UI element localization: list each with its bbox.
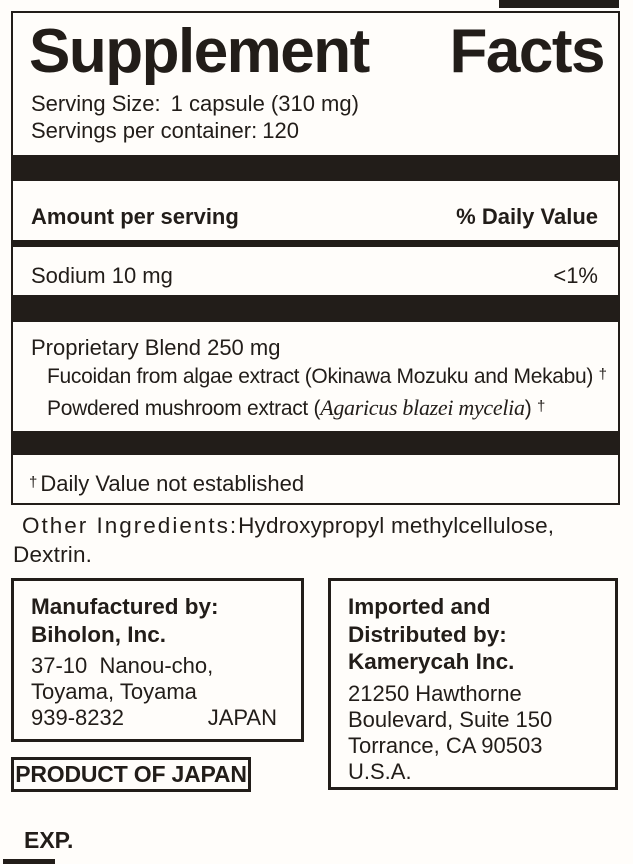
other-ingredients-label: Other Ingredients: — [22, 513, 239, 538]
importer-address-line: 21250 Hawthorne — [348, 680, 522, 706]
bottom-edge-bar-fragment — [3, 859, 55, 864]
serving-info: Serving Size: 1 capsule (310 mg) Servings… — [31, 90, 618, 144]
blend-item-mushroom-species: Agaricus blazei mycelia — [320, 395, 525, 420]
serving-size-value: 1 capsule (310 mg) — [170, 91, 359, 116]
manufacturer-box: Manufactured by: Biholon, Inc. 37-10 Nan… — [11, 578, 304, 742]
manufacturer-postal-line: 939-8232 JAPAN — [31, 705, 289, 731]
supplement-facts-panel: Supplement Facts Serving Size: 1 capsule … — [11, 11, 620, 505]
blend-item-mushroom-prefix: Powdered mushroom extract ( — [47, 397, 321, 420]
blend-item-fucoidan-text: Fucoidan from algae extract (Okinawa Moz… — [47, 365, 594, 388]
manufacturer-address-line: 37-10 Nanou-cho, — [31, 653, 214, 678]
separator-bar-thin — [13, 240, 618, 247]
column-header-row: Amount per serving % Daily Value — [13, 181, 618, 240]
serving-size-label: Serving Size: — [31, 91, 161, 116]
importer-address-line: Torrance, CA 90503 — [348, 732, 543, 758]
manufacturer-country: JAPAN — [207, 705, 277, 730]
importer-box: Imported and Distributed by: Kamerycah I… — [328, 578, 618, 790]
dagger-mark: † — [29, 474, 38, 491]
dagger-mark: † — [536, 398, 545, 415]
other-ingredients-value: Hydroxypropyl methylcellulose, Dextrin. — [13, 513, 555, 567]
manufacturer-name: Biholon, Inc. — [31, 621, 166, 647]
separator-bar-thick-3 — [13, 431, 618, 455]
expiration-label: EXP. — [24, 827, 74, 853]
panel-title: Supplement Facts — [13, 13, 618, 85]
footnote-text: Daily Value not established — [40, 471, 305, 496]
blend-item-fucoidan: Fucoidan from algae extract (Okinawa Moz… — [31, 362, 610, 393]
daily-value-header: % Daily Value — [456, 204, 598, 229]
blend-item-mushroom: Powdered mushroom extract (Agaricus blaz… — [31, 393, 610, 425]
servings-per-container-line: Servings per container: 120 — [31, 117, 618, 144]
importer-address-line: Boulevard, Suite 150 — [348, 706, 553, 732]
amount-per-serving-header: Amount per serving — [31, 204, 239, 229]
panel-title-word-2: Facts — [449, 17, 606, 86]
blend-item-mushroom-suffix: ) — [524, 397, 532, 420]
servings-label: Servings per container: — [31, 118, 258, 143]
dagger-mark: † — [598, 366, 607, 383]
importer-address-line: U.S.A. — [348, 758, 412, 784]
manufacturer-title-line: Manufactured by: — [31, 594, 219, 619]
separator-bar-thick-1 — [13, 155, 618, 181]
importer-name: Kamerycah Inc. — [348, 649, 515, 674]
product-of-japan-badge: PRODUCT OF JAPAN — [11, 757, 251, 792]
panel-title-word-1: Supplement — [29, 17, 370, 86]
servings-value: 120 — [262, 118, 299, 143]
separator-bar-thick-2 — [13, 295, 618, 322]
other-ingredients: Other Ingredients:Hydroxypropyl methylce… — [13, 511, 623, 569]
importer-title-line: Distributed by: — [348, 621, 507, 647]
sodium-name: Sodium 10 mg — [31, 263, 173, 288]
sodium-row: Sodium 10 mg <1% — [13, 247, 618, 295]
proprietary-blend-name: Proprietary Blend 250 mg — [31, 335, 281, 360]
serving-size-line: Serving Size: 1 capsule (310 mg) — [31, 90, 618, 117]
importer-title-line: Imported and — [348, 594, 491, 619]
product-of-japan-text: PRODUCT OF JAPAN — [15, 761, 247, 787]
manufacturer-address-line: Toyama, Toyama — [31, 679, 197, 704]
daily-value-footnote: † Daily Value not established — [13, 455, 618, 511]
manufacturer-postal-code: 939-8232 — [31, 705, 124, 730]
proprietary-blend-section: Proprietary Blend 250 mg Fucoidan from a… — [13, 322, 618, 431]
sodium-daily-value: <1% — [553, 263, 598, 288]
top-edge-bar-fragment — [499, 0, 619, 8]
